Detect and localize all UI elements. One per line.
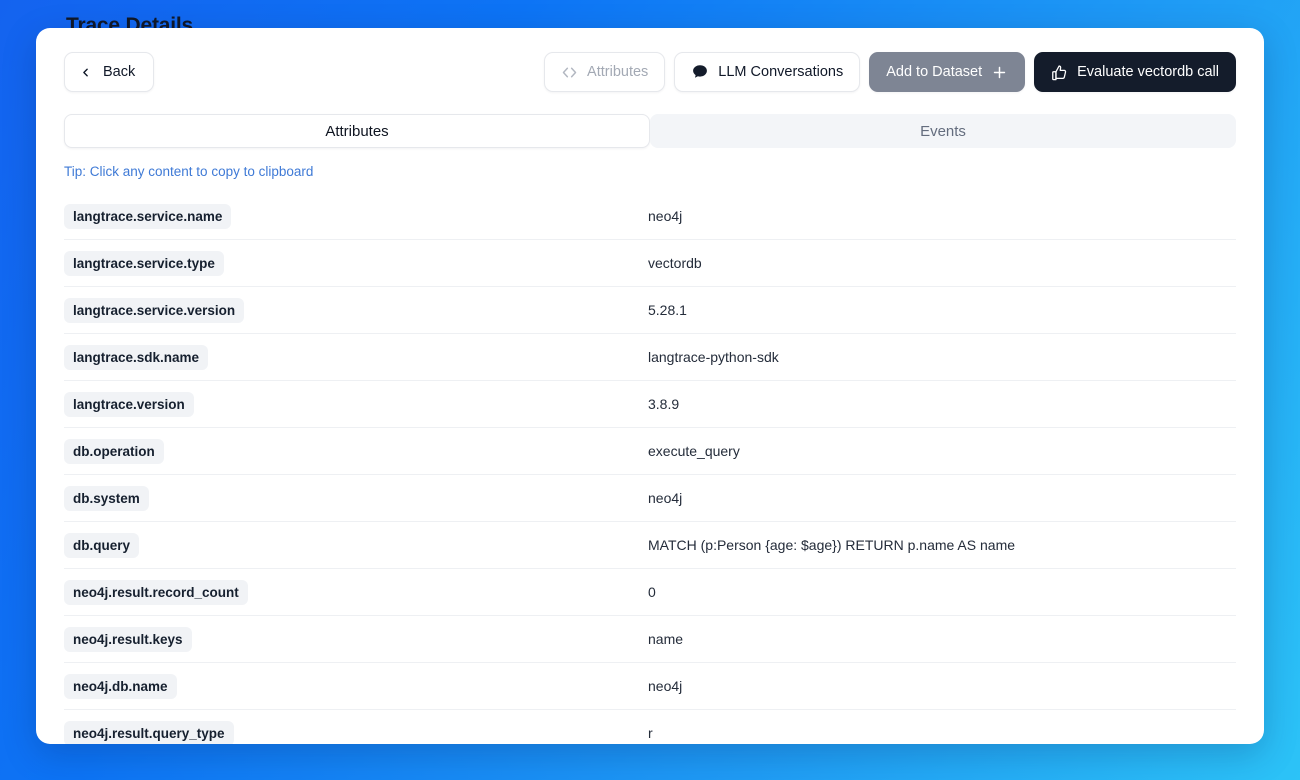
attributes-button-label: Attributes xyxy=(587,64,649,80)
attribute-value[interactable]: r xyxy=(648,725,653,741)
attribute-key-cell: langtrace.service.name xyxy=(64,203,648,229)
trace-details-modal: Back Attributes LLM Conversations Add to… xyxy=(36,28,1264,744)
attribute-key[interactable]: langtrace.service.name xyxy=(64,203,232,229)
evaluate-button-label: Evaluate vectordb call xyxy=(1077,64,1219,80)
plus-icon xyxy=(991,64,1008,81)
thumbs-up-icon xyxy=(1051,64,1068,81)
table-row[interactable]: langtrace.sdk.name langtrace-python-sdk xyxy=(64,334,1236,381)
attribute-key-cell: db.query xyxy=(64,532,648,558)
attribute-key-cell: langtrace.service.type xyxy=(64,250,648,276)
tab-attributes[interactable]: Attributes xyxy=(64,114,650,148)
tab-events-label: Events xyxy=(920,122,966,140)
attribute-key[interactable]: db.query xyxy=(64,532,140,558)
back-button[interactable]: Back xyxy=(64,52,155,92)
attribute-value[interactable]: vectordb xyxy=(648,255,702,271)
table-row[interactable]: db.operation execute_query xyxy=(64,428,1236,475)
attribute-key[interactable]: langtrace.service.type xyxy=(64,250,224,276)
tab-attributes-label: Attributes xyxy=(325,122,389,140)
attribute-key-cell: neo4j.result.query_type xyxy=(64,720,648,744)
attribute-value[interactable]: execute_query xyxy=(648,443,740,459)
attribute-value[interactable]: MATCH (p:Person {age: $age}) RETURN p.na… xyxy=(648,537,1016,553)
attribute-key-cell: langtrace.service.version xyxy=(64,297,648,323)
attribute-key-cell: neo4j.result.keys xyxy=(64,626,648,652)
copy-tip-label: Tip: Click any content to copy to clipbo… xyxy=(64,164,314,179)
table-row[interactable]: langtrace.version 3.8.9 xyxy=(64,381,1236,428)
attribute-value[interactable]: langtrace-python-sdk xyxy=(648,349,779,365)
add-to-dataset-button[interactable]: Add to Dataset xyxy=(869,52,1026,92)
attribute-key-cell: neo4j.db.name xyxy=(64,673,648,699)
evaluate-button[interactable]: Evaluate vectordb call xyxy=(1034,52,1236,92)
add-to-dataset-button-label: Add to Dataset xyxy=(886,64,983,80)
attribute-value[interactable]: name xyxy=(648,631,684,647)
code-brackets-icon xyxy=(561,64,578,81)
attribute-key-cell: db.operation xyxy=(64,438,648,464)
attribute-key[interactable]: db.operation xyxy=(64,438,164,464)
copy-tip[interactable]: Tip: Click any content to copy to clipbo… xyxy=(36,148,1264,179)
attribute-key[interactable]: neo4j.result.query_type xyxy=(64,720,234,744)
table-row[interactable]: db.query MATCH (p:Person {age: $age}) RE… xyxy=(64,522,1236,569)
toolbar-actions: Attributes LLM Conversations Add to Data… xyxy=(544,52,1236,92)
back-button-label: Back xyxy=(103,64,136,80)
attributes-button[interactable]: Attributes xyxy=(544,52,666,92)
table-row[interactable]: db.system neo4j xyxy=(64,475,1236,522)
attribute-value[interactable]: neo4j xyxy=(648,490,683,506)
table-row[interactable]: neo4j.result.record_count 0 xyxy=(64,569,1236,616)
chat-bubble-icon xyxy=(691,63,709,81)
attribute-value[interactable]: 0 xyxy=(648,584,656,600)
attribute-key-cell: db.system xyxy=(64,485,648,511)
attribute-key-cell: langtrace.sdk.name xyxy=(64,344,648,370)
attribute-key[interactable]: neo4j.db.name xyxy=(64,673,177,699)
attribute-key[interactable]: langtrace.sdk.name xyxy=(64,344,209,370)
attribute-key[interactable]: langtrace.version xyxy=(64,391,194,417)
chevron-left-icon xyxy=(79,66,92,79)
attribute-key-cell: langtrace.version xyxy=(64,391,648,417)
table-row[interactable]: neo4j.result.keys name xyxy=(64,616,1236,663)
attribute-key[interactable]: db.system xyxy=(64,485,149,511)
attribute-key[interactable]: neo4j.result.record_count xyxy=(64,579,248,605)
attribute-value[interactable]: 5.28.1 xyxy=(648,302,687,318)
attribute-key[interactable]: neo4j.result.keys xyxy=(64,626,192,652)
attribute-value[interactable]: 3.8.9 xyxy=(648,396,680,412)
toolbar: Back Attributes LLM Conversations Add to… xyxy=(36,28,1264,100)
llm-conversations-button-label: LLM Conversations xyxy=(718,64,844,80)
attribute-value[interactable]: neo4j xyxy=(648,678,683,694)
attributes-list: langtrace.service.name neo4j langtrace.s… xyxy=(36,179,1264,744)
attribute-key[interactable]: langtrace.service.version xyxy=(64,297,245,323)
tab-bar: Attributes Events xyxy=(36,100,1264,148)
table-row[interactable]: neo4j.result.query_type r xyxy=(64,710,1236,744)
table-row[interactable]: langtrace.service.version 5.28.1 xyxy=(64,287,1236,334)
llm-conversations-button[interactable]: LLM Conversations xyxy=(674,52,861,92)
attribute-key-cell: neo4j.result.record_count xyxy=(64,579,648,605)
tab-events[interactable]: Events xyxy=(650,114,1236,148)
table-row[interactable]: langtrace.service.name neo4j xyxy=(64,193,1236,240)
table-row[interactable]: langtrace.service.type vectordb xyxy=(64,240,1236,287)
attribute-value[interactable]: neo4j xyxy=(648,208,683,224)
table-row[interactable]: neo4j.db.name neo4j xyxy=(64,663,1236,710)
